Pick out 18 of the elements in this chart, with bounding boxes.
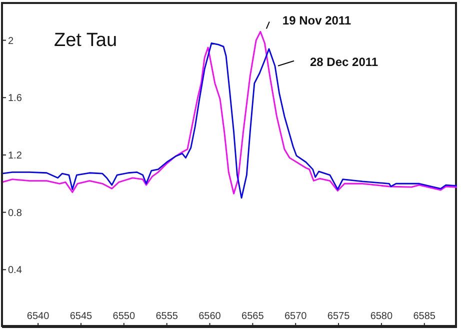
text: 28 Dec 2011 [310, 54, 378, 69]
y-tick-label: 1.2 [8, 150, 22, 162]
x-tick-label: 6540 [26, 311, 50, 322]
y-tick-label: 2 [8, 36, 14, 47]
x-tick-label: 6560 [198, 311, 222, 322]
x-tick-label: 6565 [242, 311, 264, 322]
y-tick-label: 0.4 [8, 265, 22, 276]
text: Zet Tau [54, 30, 118, 52]
x-tick-label: 6580 [370, 311, 394, 322]
y-tick-label: 1.6 [8, 93, 22, 104]
series-label: 19 Nov 2011 [282, 14, 352, 28]
x-tick-label: 6550 [112, 311, 136, 322]
x-tick-label: 6545 [70, 311, 93, 322]
x-tick-label: 6575 [327, 311, 350, 322]
y-tick-label: 0.8 [8, 208, 22, 219]
x-tick-label: 6585 [413, 311, 436, 322]
x-tick-label: 6570 [284, 311, 308, 322]
x-tick-label: 6555 [156, 311, 178, 322]
